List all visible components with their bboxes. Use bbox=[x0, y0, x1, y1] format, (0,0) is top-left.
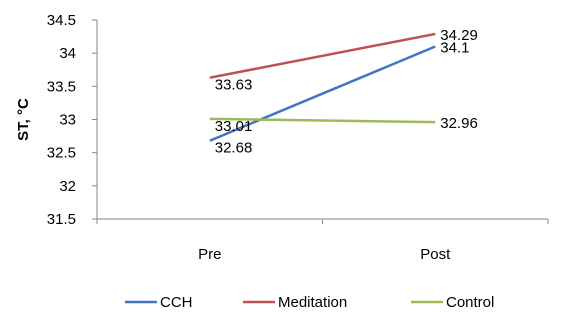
series-lines bbox=[209, 32, 436, 142]
data-labels: 32.68 34.1 33.63 34.29 33.01 32.96 bbox=[215, 27, 478, 157]
series-line-control bbox=[209, 117, 436, 124]
y-tick-label: 32 bbox=[59, 178, 76, 195]
legend-label: Meditation bbox=[278, 294, 347, 311]
y-tick-label: 34.5 bbox=[47, 12, 76, 29]
data-label-control: 33.01 bbox=[215, 118, 253, 135]
y-tick-label: 33 bbox=[59, 112, 76, 129]
y-tick-label: 33.5 bbox=[47, 78, 76, 95]
data-label-meditation: 33.63 bbox=[215, 77, 253, 94]
data-label-cch: 34.1 bbox=[440, 40, 469, 57]
legend-item-control: Control bbox=[411, 294, 494, 311]
data-label-meditation: 34.29 bbox=[440, 27, 478, 44]
legend: CCH Meditation Control bbox=[125, 294, 494, 311]
legend-item-meditation: Meditation bbox=[243, 294, 347, 311]
y-tick-label: 31.5 bbox=[47, 211, 76, 228]
y-axis-ticks: 31.5 32 32.5 33 33.5 34 34.5 bbox=[47, 12, 97, 228]
series-line-meditation bbox=[209, 32, 436, 79]
data-label-cch: 32.68 bbox=[215, 140, 253, 157]
legend-label: CCH bbox=[160, 294, 193, 311]
x-tick-label: Post bbox=[420, 246, 451, 263]
x-axis-ticks: Pre Post bbox=[96, 219, 549, 263]
y-axis-label: ST, °C bbox=[15, 98, 32, 141]
legend-item-cch: CCH bbox=[125, 294, 193, 311]
series-line-cch bbox=[209, 45, 436, 142]
legend-label: Control bbox=[446, 294, 494, 311]
y-tick-label: 32.5 bbox=[47, 145, 76, 162]
data-label-control: 32.96 bbox=[440, 115, 478, 132]
plot-area: 31.5 32 32.5 33 33.5 34 34.5 Pre Post ST, °C 32… bbox=[15, 12, 549, 263]
y-tick-label: 34 bbox=[59, 45, 76, 62]
x-tick-label: Pre bbox=[198, 246, 221, 263]
